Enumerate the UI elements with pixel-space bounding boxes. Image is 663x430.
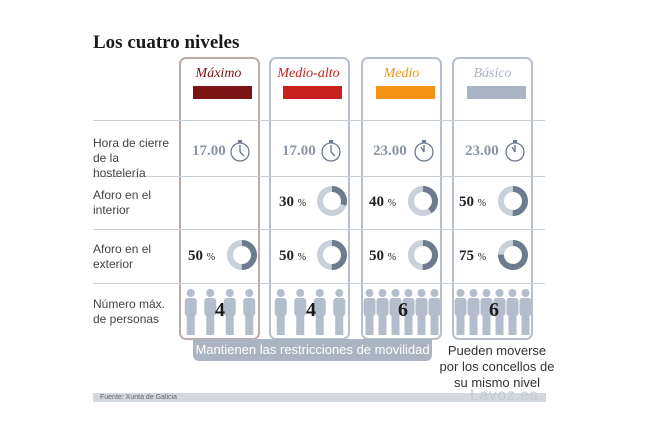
interior-capacity: 30 %	[279, 194, 307, 210]
donut-fill	[317, 186, 347, 216]
person-silhouette	[204, 289, 217, 335]
row-divider	[93, 176, 545, 177]
closing-time: 23.00	[465, 143, 499, 159]
donut-fill	[498, 240, 528, 270]
donut-gauge	[498, 240, 528, 270]
person-silhouette	[389, 289, 402, 335]
person-silhouette	[493, 289, 506, 335]
row-label-closing: Hora de cierre de la hostelería	[93, 136, 170, 180]
person-silhouette	[480, 289, 493, 335]
person-silhouette	[376, 289, 389, 335]
exterior-capacity: 50 %	[369, 248, 397, 264]
person-silhouette	[454, 289, 467, 335]
person-silhouette	[243, 289, 256, 335]
level-color-swatch	[283, 86, 342, 99]
column-header-basico: Básico	[473, 66, 512, 81]
max-people-count: 6	[398, 299, 408, 321]
people-silhouettes-icon	[454, 289, 532, 335]
person-silhouette	[415, 289, 428, 335]
person-silhouette	[274, 289, 287, 335]
interior-capacity: 50 %	[459, 194, 487, 210]
clock-icon	[321, 140, 341, 162]
footer-bar	[93, 393, 546, 402]
column-header-medio: Medio	[383, 66, 420, 81]
level-color-swatch	[467, 86, 526, 99]
person-silhouette	[363, 289, 376, 335]
donut-gauge	[498, 186, 528, 216]
donut-gauge	[408, 186, 438, 216]
level-color-swatch	[193, 86, 252, 99]
exterior-capacity: 50 %	[279, 248, 307, 264]
donut-fill	[227, 240, 257, 270]
clock-icon	[230, 140, 250, 162]
donut-gauge	[317, 240, 347, 270]
max-people-count: 4	[215, 299, 225, 321]
person-silhouette	[313, 289, 326, 335]
person-silhouette	[333, 289, 346, 335]
max-people-count: 4	[306, 299, 316, 321]
brand-logo: Lavoz.es	[470, 387, 539, 404]
mobility-note: Pueden moverse por los concellos de su m…	[439, 343, 555, 390]
closing-time: 23.00	[373, 143, 407, 159]
people-silhouettes-icon	[184, 289, 256, 335]
clock-icon	[505, 140, 525, 162]
person-silhouette	[402, 289, 415, 335]
person-silhouette	[223, 289, 236, 335]
person-silhouette	[467, 289, 480, 335]
person-silhouette	[506, 289, 519, 335]
row-divider	[93, 229, 545, 230]
exterior-capacity: 75 %	[459, 248, 487, 264]
donut-gauge	[317, 186, 347, 216]
people-silhouettes-icon	[363, 289, 441, 335]
source-credit: Fuente: Xunta de Galicia	[100, 394, 178, 401]
donut-gauge	[408, 240, 438, 270]
donut-fill	[317, 240, 347, 270]
max-people-count: 6	[489, 299, 499, 321]
row-label-interior: Aforo en el interior	[93, 188, 152, 217]
donut-fill	[498, 186, 528, 216]
person-silhouette	[519, 289, 532, 335]
row-divider	[93, 120, 545, 121]
people-silhouettes-icon	[274, 289, 346, 335]
person-silhouette	[184, 289, 197, 335]
row-label-people: Número máx. de personas	[93, 297, 166, 326]
column-header-maximo: Máximo	[195, 66, 242, 81]
column-frame-basico	[452, 57, 533, 340]
exterior-capacity: 50 %	[188, 248, 216, 264]
donut-fill	[408, 186, 438, 216]
mobility-banner: Mantienen las restricciones de movilidad	[193, 339, 432, 361]
row-label-exterior: Aforo en el exterior	[93, 242, 152, 271]
donut-gauge	[227, 240, 257, 270]
person-silhouette	[428, 289, 441, 335]
closing-time: 17.00	[192, 143, 226, 159]
page-title: Los cuatro niveles	[93, 32, 240, 53]
column-header-medio-alto: Medio-alto	[277, 66, 340, 81]
row-divider	[93, 283, 545, 284]
person-silhouette	[294, 289, 307, 335]
interior-capacity: 40 %	[369, 194, 397, 210]
level-color-swatch	[376, 86, 435, 99]
closing-time: 17.00	[282, 143, 316, 159]
clock-icon	[414, 140, 434, 162]
donut-fill	[408, 240, 438, 270]
